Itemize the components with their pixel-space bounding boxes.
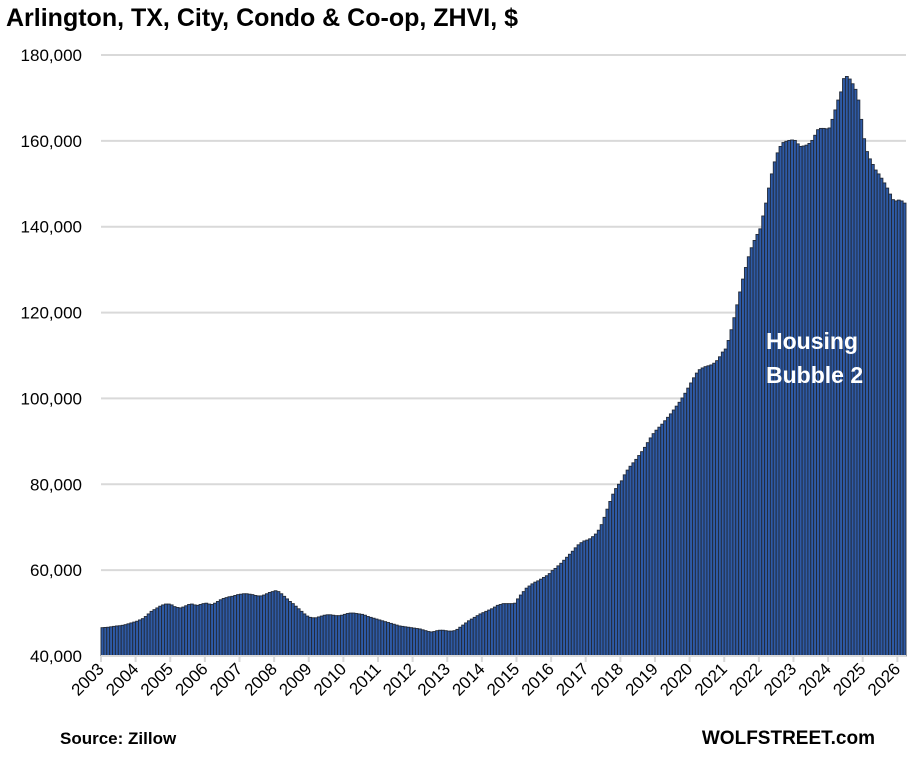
y-tick-label: 60,000 <box>30 561 82 580</box>
y-tick-label: 140,000 <box>21 218 82 237</box>
y-tick-label: 40,000 <box>30 647 82 666</box>
x-tick-label: 2019 <box>622 659 662 699</box>
chart-title: Arlington, TX, City, Condo & Co-op, ZHVI… <box>6 4 518 32</box>
x-tick-label: 2014 <box>449 659 489 699</box>
y-axis-labels: 40,000 60,000 80,000 100,000 120,000 140,000 1… <box>21 46 82 666</box>
x-tick-label: 2016 <box>518 659 558 699</box>
x-axis: 2003200420052006200720082009201020112012… <box>68 655 906 700</box>
y-tick-label: 80,000 <box>30 475 82 494</box>
x-tick-label: 2012 <box>379 659 419 699</box>
annotation-text: Bubble 2 <box>766 362 863 388</box>
x-tick-label: 2005 <box>137 659 177 699</box>
x-tick-label: 2004 <box>102 659 142 699</box>
x-tick-label: 2013 <box>414 659 454 699</box>
x-tick-label: 2021 <box>691 659 731 699</box>
bar <box>902 202 907 657</box>
x-tick-label: 2008 <box>241 659 281 699</box>
x-tick-label: 2006 <box>172 659 212 699</box>
x-tick-label: 2009 <box>275 659 315 699</box>
x-tick-label: 2020 <box>656 659 696 699</box>
x-tick-label: 2011 <box>346 659 385 698</box>
gridlines <box>101 54 906 572</box>
brand-watermark: WOLFSTREET.com <box>701 728 875 749</box>
y-tick-label: 180,000 <box>21 46 82 65</box>
annotation-text: Housing <box>766 328 858 354</box>
y-tick-label: 160,000 <box>21 132 82 151</box>
y-tick-label: 100,000 <box>21 389 82 408</box>
x-tick-label: 2010 <box>310 659 350 699</box>
x-tick-label: 2017 <box>552 659 592 699</box>
x-tick-label: 2024 <box>795 659 835 699</box>
x-tick-label: 2022 <box>725 659 765 699</box>
x-tick-label: 2015 <box>483 659 523 699</box>
y-tick-label: 120,000 <box>21 304 82 323</box>
annotation: Housing Bubble 2 <box>766 328 863 388</box>
x-tick-label: 2007 <box>206 659 246 699</box>
x-tick-label: 2025 <box>829 659 869 699</box>
x-tick-label: 2026 <box>864 659 904 699</box>
x-tick-label: 2018 <box>587 659 627 699</box>
source-note: Source: Zillow <box>60 729 177 748</box>
x-tick-label: 2023 <box>760 659 800 699</box>
